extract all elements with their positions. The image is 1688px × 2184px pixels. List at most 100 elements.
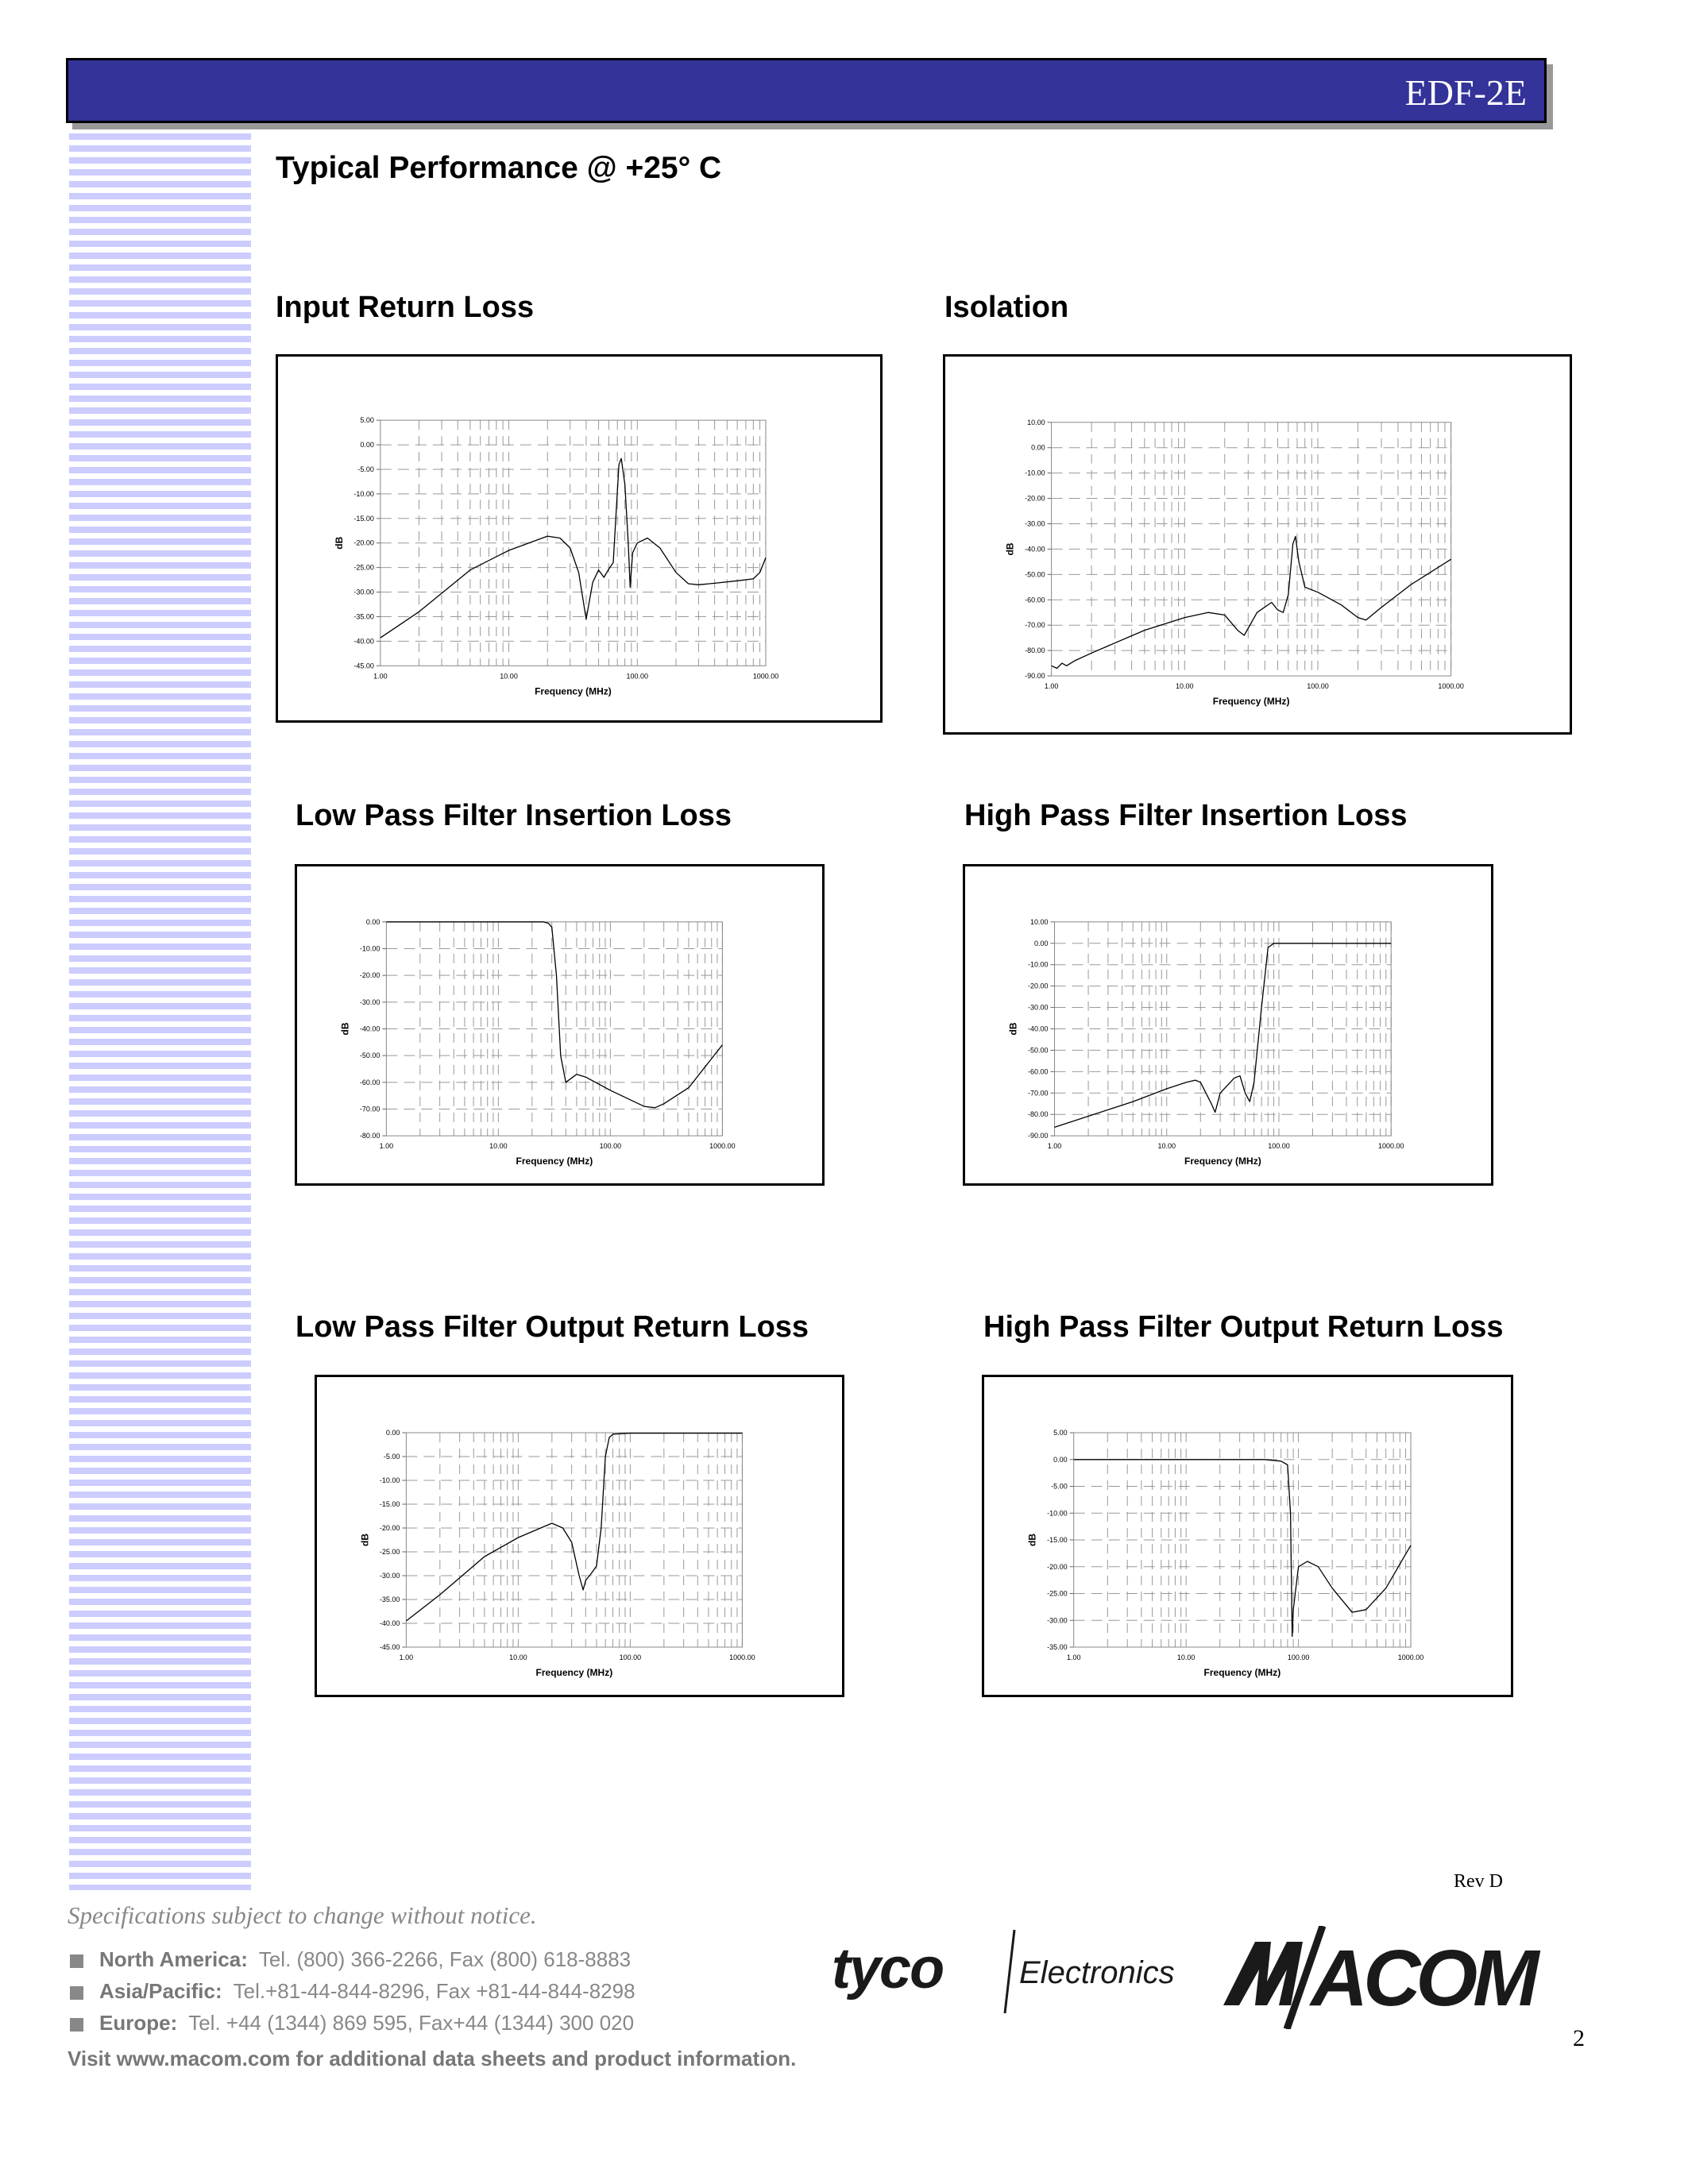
x-axis-label: Frequency (MHz) (1204, 1667, 1281, 1678)
decorative-stripes (69, 133, 251, 1890)
y-tick-label: -10.00 (353, 490, 374, 498)
y-tick-label: -5.00 (357, 465, 374, 473)
chart-title-input-return-loss: Input Return Loss (276, 291, 535, 324)
x-tick-label: 1.00 (1045, 682, 1059, 690)
y-tick-label: -20.00 (1047, 1563, 1068, 1571)
y-tick-label: -80.00 (360, 1132, 380, 1140)
y-tick-label: 10.00 (1030, 918, 1049, 926)
y-tick-label: -45.00 (353, 662, 374, 669)
x-tick-label: 1000.00 (753, 672, 779, 680)
x-tick-label: 100.00 (1307, 682, 1329, 690)
svg-text:ACOM: ACOM (1308, 1934, 1541, 2023)
y-axis-label: dB (359, 1534, 370, 1546)
bullet-icon (70, 1954, 83, 1968)
y-tick-label: -40.00 (380, 1619, 400, 1627)
plot-area (1054, 921, 1392, 1136)
chart-svg: -90.00 -80.00 -70.00 -60.00 -50.00 -40.00 -30.… (1005, 419, 1464, 707)
y-tick-label: -10.00 (380, 1476, 400, 1484)
tyco-electronics-logo: tyco Electronics (832, 1926, 1181, 2017)
x-tick-label: 100.00 (627, 672, 649, 680)
y-tick-label: -60.00 (1028, 1067, 1049, 1075)
y-axis-label: dB (1027, 1534, 1038, 1546)
y-tick-label: 10.00 (1027, 419, 1045, 426)
y-tick-label: -35.00 (353, 612, 374, 620)
chart-svg: -45.00 -40.00 -35.00 -30.00 -25.00 -20.00 -15.… (359, 1429, 755, 1678)
y-tick-label: -70.00 (1025, 621, 1045, 629)
x-tick-label: 1.00 (380, 1142, 394, 1150)
y-tick-label: -50.00 (360, 1051, 380, 1059)
plot-area (405, 1432, 743, 1648)
y-tick-label: 0.00 (1034, 940, 1049, 947)
chart-lpf-output-return-loss: -45.00 -40.00 -35.00 -30.00 -25.00 -20.00 -15.… (315, 1375, 844, 1697)
y-tick-label: -40.00 (1028, 1024, 1049, 1032)
y-tick-label: -45.00 (380, 1643, 400, 1651)
series-line (1051, 535, 1452, 669)
y-tick-label: -10.00 (1028, 961, 1049, 969)
y-tick-label: -25.00 (353, 564, 374, 572)
y-tick-label: -10.00 (1047, 1509, 1068, 1517)
x-tick-label: 1.00 (1048, 1142, 1062, 1150)
bullet-icon (70, 1985, 83, 2000)
svg-text:tyco: tyco (832, 1937, 943, 2001)
series-line (406, 1432, 743, 1622)
y-tick-label: 0.00 (366, 918, 380, 926)
x-axis-label: Frequency (MHz) (1184, 1156, 1261, 1167)
y-tick-label: -30.00 (360, 998, 380, 1006)
y-tick-label: -35.00 (380, 1596, 400, 1603)
y-tick-label: -50.00 (1028, 1046, 1049, 1054)
y-tick-label: -80.00 (1025, 646, 1045, 654)
contact-asia-pacific: Asia/Pacific: Tel.+81-44-844-8296, Fax +… (70, 1979, 635, 2004)
header-bar: EDF-2E (66, 58, 1547, 123)
x-axis-label: Frequency (MHz) (536, 1667, 613, 1678)
chart-title-lpf-output-return-loss: Low Pass Filter Output Return Loss (295, 1310, 809, 1344)
plot-area (1073, 1432, 1412, 1648)
y-tick-label: -20.00 (1025, 495, 1045, 503)
contact-europe: Europe: Tel. +44 (1344) 869 595, Fax+44 … (70, 2011, 634, 2035)
y-tick-label: -20.00 (360, 971, 380, 979)
y-tick-label: -80.00 (1028, 1110, 1049, 1118)
chart-lpf-insertion-loss: -80.00 -70.00 -60.00 -50.00 -40.00 -30.00 -20.… (295, 864, 825, 1186)
y-tick-label: -50.00 (1025, 570, 1045, 578)
svg-text:Electronics: Electronics (1019, 1955, 1175, 1990)
y-tick-label: 0.00 (1053, 1456, 1068, 1464)
chart-svg: -90.00 -80.00 -70.00 -60.00 -50.00 -40.00 -30.… (1008, 918, 1404, 1167)
y-tick-label: -25.00 (380, 1548, 400, 1556)
page-number: 2 (1573, 2025, 1585, 2051)
x-tick-label: 100.00 (1288, 1653, 1310, 1661)
x-tick-label: 100.00 (620, 1653, 642, 1661)
y-tick-label: -30.00 (1028, 1004, 1049, 1012)
y-axis-label: dB (1008, 1022, 1019, 1035)
plot-area (380, 419, 767, 666)
series-line (386, 921, 723, 1109)
x-tick-label: 1.00 (400, 1653, 414, 1661)
y-tick-label: -70.00 (360, 1105, 380, 1113)
y-tick-label: -15.00 (353, 515, 374, 523)
x-tick-label: 10.00 (500, 672, 518, 680)
y-tick-label: -40.00 (353, 637, 374, 645)
x-axis-label: Frequency (MHz) (1213, 696, 1290, 707)
y-tick-label: -25.00 (1047, 1590, 1068, 1598)
x-tick-label: 1000.00 (1398, 1653, 1424, 1661)
chart-svg: -80.00 -70.00 -60.00 -50.00 -40.00 -30.00 -20.… (339, 918, 735, 1167)
chart-svg: -45.00 -40.00 -35.00 -30.00 -25.00 -20.00 -15.… (334, 416, 779, 696)
y-axis-label: dB (334, 536, 345, 549)
product-name: EDF-2E (1404, 72, 1527, 113)
y-tick-label: -10.00 (1025, 469, 1045, 477)
y-tick-label: -15.00 (380, 1500, 400, 1508)
plot-area (1051, 422, 1452, 677)
y-tick-label: 5.00 (1053, 1429, 1068, 1437)
x-tick-label: 1.00 (373, 672, 388, 680)
y-tick-label: -5.00 (384, 1453, 400, 1461)
y-tick-label: -60.00 (1025, 596, 1045, 604)
x-tick-label: 100.00 (1268, 1142, 1290, 1150)
disclaimer: Specifications subject to change without… (68, 1901, 537, 1929)
y-tick-label: 0.00 (386, 1429, 400, 1437)
y-tick-label: -20.00 (1028, 982, 1049, 990)
x-tick-label: 1000.00 (1378, 1142, 1404, 1150)
y-tick-label: -10.00 (360, 944, 380, 952)
chart-title-lpf-insertion-loss: Low Pass Filter Insertion Loss (295, 799, 732, 832)
page-title: Typical Performance @ +25° C (276, 151, 722, 185)
x-tick-label: 1000.00 (729, 1653, 755, 1661)
y-tick-label: -30.00 (1047, 1616, 1068, 1624)
series-line (1073, 1459, 1412, 1638)
